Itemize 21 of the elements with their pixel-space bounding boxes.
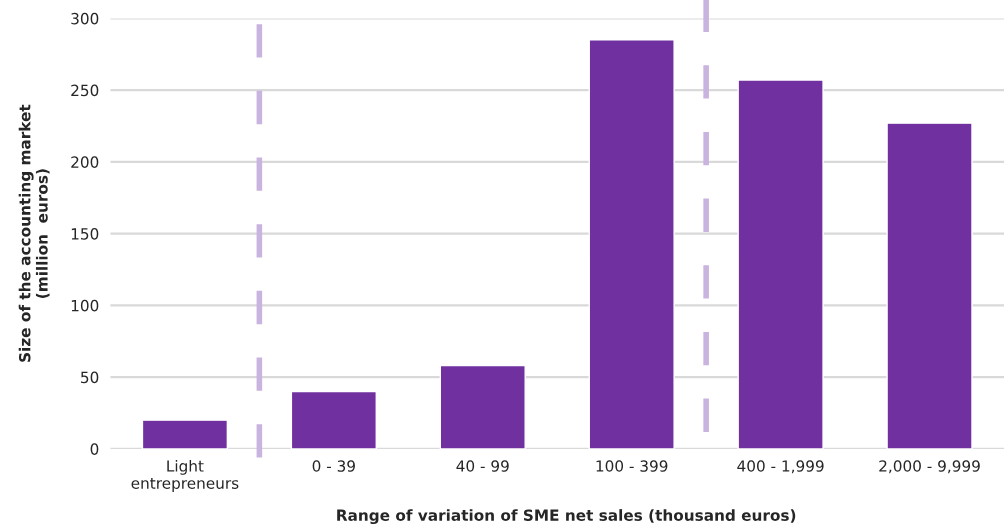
x-tick-label: 2,000 - 9,999 — [879, 460, 980, 474]
bar — [737, 79, 824, 449]
bar — [588, 39, 675, 449]
y-tick-label: 50 — [81, 371, 99, 384]
y-tick-label: 250 — [71, 84, 99, 97]
bar — [439, 364, 526, 449]
y-tick-label: 150 — [71, 228, 99, 240]
x-tick-label: 40 - 99 — [456, 460, 509, 472]
bar — [290, 390, 377, 449]
y-tick-label: 300 — [71, 12, 99, 25]
y-tick-label: 200 — [71, 156, 99, 168]
x-axis-title: Range of variation of SME net sales (thousand euros) — [337, 509, 796, 525]
bar — [141, 419, 229, 449]
y-axis-title: Size of the accounting market (million euros) — [18, 104, 50, 362]
x-tick-label: 0 - 39 — [312, 460, 355, 472]
bar — [886, 122, 973, 449]
y-tick-label: 0 — [90, 443, 99, 455]
x-tick-label: 100 - 399 — [596, 460, 668, 472]
y-tick-label: 100 — [71, 299, 99, 312]
x-tick-label: Light entrepreneurs — [131, 459, 239, 492]
x-tick-label: 400 - 1,999 — [737, 460, 824, 474]
